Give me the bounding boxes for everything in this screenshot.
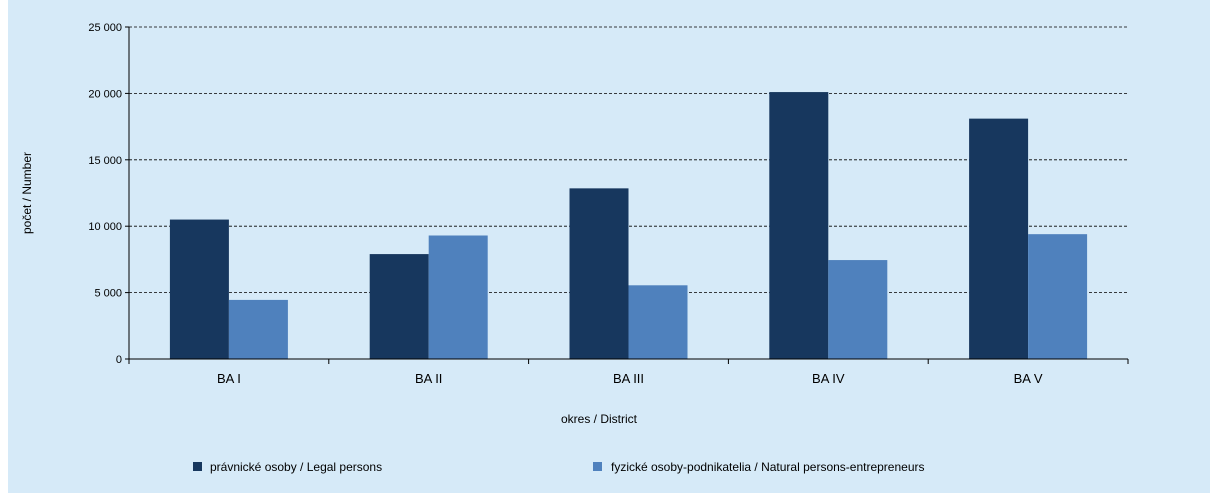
bar-legal-persons-ba-iv [769, 92, 829, 360]
bars [169, 92, 1088, 360]
bar-natural-persons-ba-ii [428, 235, 488, 359]
y-tick-label: 20 000 [88, 88, 122, 100]
chart-area: 0 5 000 10 000 15 000 20 000 25 000 BA I BA II… [8, 0, 1210, 493]
bar-legal-persons-ba-v [969, 118, 1029, 359]
y-tick-label: 10 000 [88, 221, 122, 233]
y-tick-label: 25 000 [88, 22, 122, 34]
bar-chart: 0 5 000 10 000 15 000 20 000 25 000 BA I BA II… [20, 22, 1129, 474]
x-tick-labels: BA I BA II BA III BA IV BA V [128, 359, 1129, 386]
bar-legal-persons-ba-ii [369, 254, 429, 359]
x-tick-label: BA II [415, 371, 442, 386]
bar-legal-persons-ba-i [169, 219, 229, 359]
x-tick-label: BA IV [812, 371, 845, 386]
legend-label: právnické osoby / Legal persons [210, 460, 382, 474]
y-tick-label: 0 [116, 354, 122, 366]
legend-swatch [193, 462, 202, 471]
gridlines [129, 26, 1128, 294]
y-tick-labels: 0 5 000 10 000 15 000 20 000 25 000 [88, 22, 129, 366]
y-tick-label: 15 000 [88, 155, 122, 167]
x-tick-label: BA III [613, 371, 644, 386]
y-tick-label: 5 000 [94, 288, 122, 300]
x-tick-label: BA I [217, 371, 241, 386]
axes [128, 27, 1128, 360]
x-axis-title: okres / District [561, 412, 638, 426]
x-tick-label: BA V [1014, 371, 1043, 386]
legend-label: fyzické osoby-podnikatelia / Natural per… [611, 460, 925, 474]
y-axis-title: počet / Number [20, 152, 34, 234]
legend-swatch [593, 462, 602, 471]
bar-natural-persons-ba-i [228, 299, 288, 359]
bar-natural-persons-ba-iii [628, 285, 688, 359]
legend: právnické osoby / Legal persons fyzické o… [193, 460, 925, 474]
bar-natural-persons-ba-iv [828, 260, 888, 359]
bar-legal-persons-ba-iii [569, 188, 629, 359]
bar-natural-persons-ba-v [1028, 234, 1088, 359]
